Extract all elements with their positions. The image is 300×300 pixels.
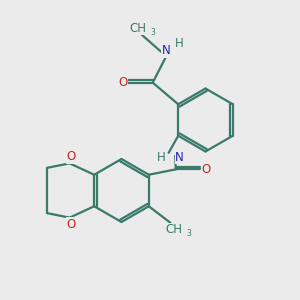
Text: O: O bbox=[201, 163, 210, 176]
Text: O: O bbox=[118, 76, 127, 89]
Text: 3: 3 bbox=[151, 28, 155, 37]
Text: N: N bbox=[175, 151, 184, 164]
Text: O: O bbox=[67, 218, 76, 231]
Text: CH: CH bbox=[130, 22, 146, 34]
Text: H: H bbox=[157, 151, 166, 164]
Text: O: O bbox=[67, 150, 76, 163]
Text: 3: 3 bbox=[186, 229, 191, 238]
Text: N: N bbox=[162, 44, 171, 57]
Text: H: H bbox=[174, 37, 183, 50]
Text: CH: CH bbox=[165, 223, 182, 236]
